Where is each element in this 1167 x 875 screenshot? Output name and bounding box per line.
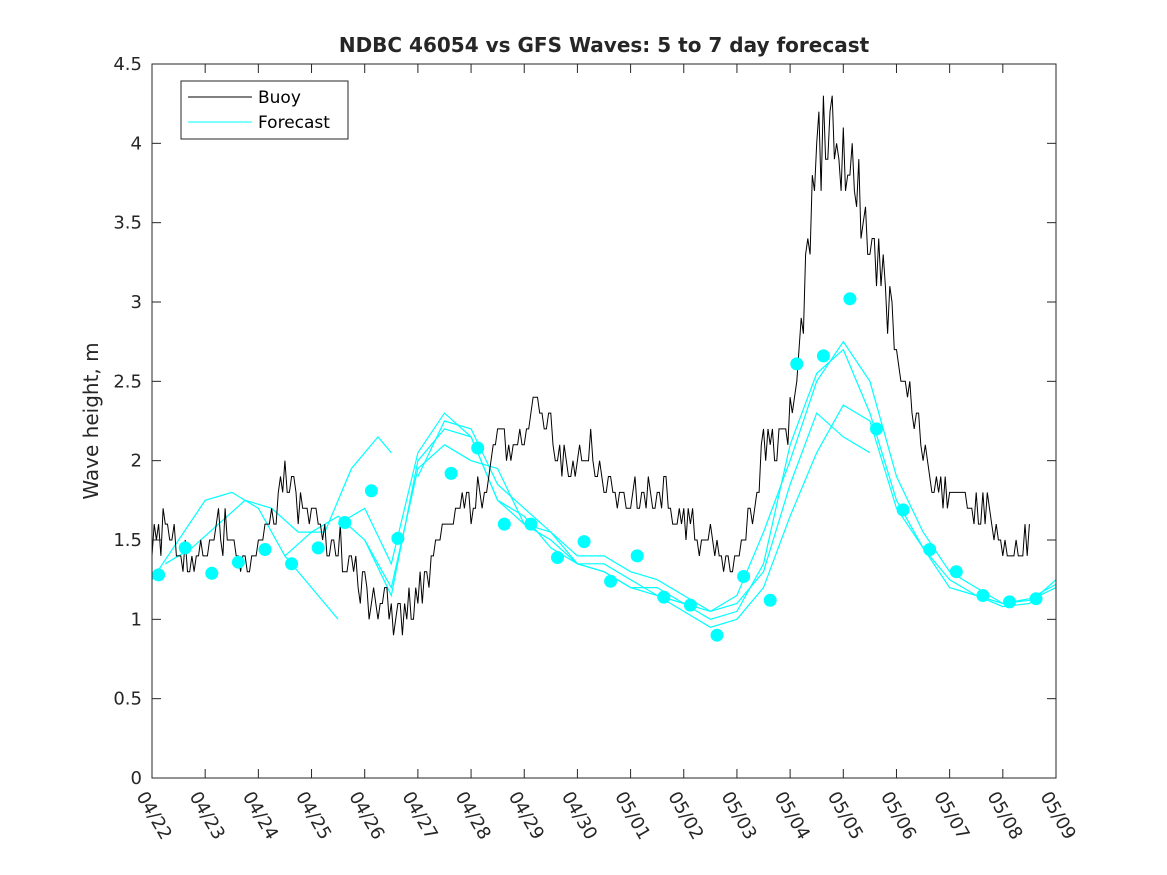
forecast-marker bbox=[790, 357, 804, 371]
x-tick-label: 04/22 bbox=[132, 788, 176, 843]
x-tick-label: 04/26 bbox=[344, 788, 388, 843]
forecast-marker bbox=[205, 566, 219, 580]
forecast-line bbox=[164, 435, 392, 565]
x-tick-label: 05/07 bbox=[929, 788, 973, 843]
forecast-marker bbox=[258, 543, 272, 556]
x-tick-label: 04/23 bbox=[185, 788, 229, 843]
y-axis-label: Wave height, m bbox=[79, 342, 103, 499]
forecast-marker bbox=[816, 349, 830, 363]
forecast-marker bbox=[577, 535, 591, 549]
forecast-marker bbox=[710, 628, 724, 642]
forecast-marker bbox=[524, 517, 538, 531]
forecast-marker bbox=[311, 541, 325, 555]
x-tick-label: 04/25 bbox=[291, 788, 335, 843]
forecast-marker bbox=[843, 292, 857, 306]
y-tick-label: 2.5 bbox=[113, 371, 142, 392]
forecast-marker bbox=[949, 565, 963, 579]
forecast-line bbox=[417, 412, 871, 613]
plot-area bbox=[151, 95, 1057, 642]
forecast-marker bbox=[471, 441, 485, 455]
forecast-marker bbox=[285, 557, 299, 571]
legend-box bbox=[180, 80, 349, 140]
y-tick-label: 3 bbox=[131, 292, 142, 313]
forecast-marker bbox=[444, 466, 458, 480]
y-tick-label: 4.5 bbox=[113, 54, 142, 75]
forecast-marker bbox=[391, 531, 405, 545]
forecast-line bbox=[284, 340, 1057, 613]
forecast-marker bbox=[551, 551, 564, 564]
y-tick-label: 4 bbox=[131, 133, 142, 154]
forecast-marker bbox=[683, 598, 697, 612]
forecast-marker bbox=[1029, 592, 1043, 606]
forecast-marker bbox=[338, 516, 352, 529]
forecast-marker bbox=[763, 593, 777, 607]
x-tick-label: 04/24 bbox=[238, 788, 282, 843]
x-tick-label: 05/01 bbox=[610, 788, 654, 843]
x-tick-label: 04/29 bbox=[504, 788, 548, 843]
y-tick-label: 1.5 bbox=[113, 530, 142, 551]
y-tick-label: 0 bbox=[131, 768, 142, 789]
x-tick-label: 05/06 bbox=[876, 788, 920, 843]
forecast-marker bbox=[364, 484, 378, 498]
forecast-marker bbox=[231, 555, 245, 569]
x-tick-label: 04/27 bbox=[398, 788, 442, 843]
y-tick-label: 0.5 bbox=[113, 689, 142, 710]
legend-forecast-label: Forecast bbox=[258, 113, 330, 133]
y-tick-label: 1 bbox=[131, 609, 142, 630]
forecast-line bbox=[337, 348, 1057, 620]
forecast-marker bbox=[896, 503, 910, 517]
forecast-marker bbox=[870, 422, 883, 436]
forecast-lines bbox=[151, 340, 1057, 628]
x-tick-label: 05/02 bbox=[663, 788, 707, 843]
x-tick-label: 05/05 bbox=[823, 788, 867, 843]
y-tick-label: 2 bbox=[131, 451, 142, 472]
x-tick-label: 05/09 bbox=[1036, 788, 1080, 843]
forecast-marker bbox=[737, 570, 751, 583]
forecast-marker bbox=[152, 568, 166, 582]
forecast-marker bbox=[657, 590, 671, 604]
forecast-marker bbox=[497, 517, 511, 531]
legend-buoy-label: Buoy bbox=[258, 88, 301, 108]
forecast-marker bbox=[178, 541, 192, 555]
x-tick-label: 05/04 bbox=[770, 788, 814, 843]
forecast-marker bbox=[923, 543, 937, 556]
x-axis: 04/22 04/23 04/24 04/25 04/26 04/27 04/28 04/29… bbox=[132, 64, 1080, 843]
chart-title: NDBC 46054 vs GFS Waves: 5 to 7 day fore… bbox=[339, 33, 870, 57]
forecast-marker bbox=[604, 574, 618, 588]
x-tick-label: 04/28 bbox=[451, 788, 495, 843]
y-axis: 0 0.5 1 1.5 2 2.5 3 3.5 4 4.5 bbox=[113, 54, 1056, 789]
forecast-line bbox=[364, 404, 1057, 628]
forecast-marker bbox=[630, 549, 644, 563]
buoy-line-group bbox=[151, 95, 1030, 636]
axes-box bbox=[151, 63, 1057, 779]
x-tick-label: 04/30 bbox=[557, 788, 601, 843]
y-tick-label: 3.5 bbox=[113, 213, 142, 234]
forecast-marker bbox=[1003, 595, 1016, 609]
forecast-marker bbox=[976, 589, 990, 602]
x-tick-label: 05/08 bbox=[982, 788, 1026, 843]
forecast-markers bbox=[152, 292, 1043, 642]
x-tick-label: 05/03 bbox=[717, 788, 761, 843]
legend: Buoy Forecast bbox=[180, 80, 349, 140]
buoy-line bbox=[151, 95, 1030, 636]
